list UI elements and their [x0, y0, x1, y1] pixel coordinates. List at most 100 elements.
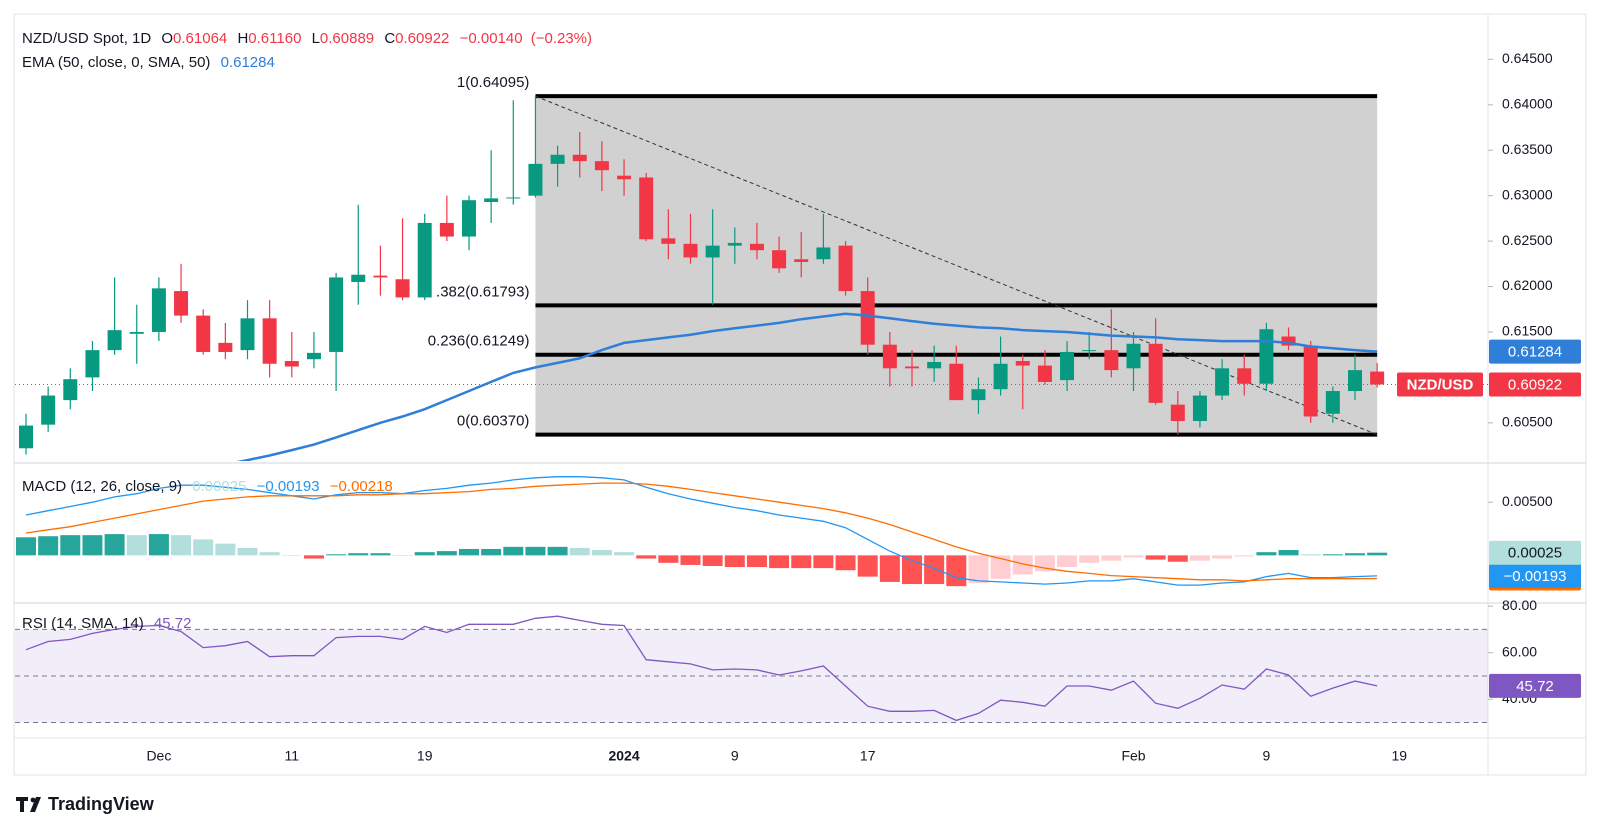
candle-body: [506, 197, 521, 199]
y-tick-label: 0.62500: [1502, 232, 1553, 248]
candle-body: [727, 242, 742, 246]
candle-body: [772, 250, 787, 269]
brand-name: TradingView: [48, 794, 155, 814]
x-tick-label: 19: [417, 748, 433, 764]
signal-value: −0.00218: [330, 478, 393, 495]
histogram-bar: [658, 555, 679, 563]
candle-body: [971, 389, 986, 401]
low-label: L: [312, 30, 320, 47]
candle-body: [417, 222, 432, 298]
pane-2: [15, 615, 1488, 724]
y-tick-label: 0.63000: [1502, 186, 1553, 202]
ema-legend: EMA (50, close, 0, SMA, 50) 0.61284: [22, 54, 275, 71]
candle-body: [927, 361, 942, 369]
x-tick-label: 2024: [608, 748, 639, 764]
candle-body: [462, 200, 476, 237]
histogram-bar: [525, 546, 546, 556]
indicator-line: [236, 312, 1378, 461]
candle-body: [617, 175, 632, 180]
indicator-line: [25, 482, 1378, 582]
histogram-bar: [104, 534, 125, 556]
histogram-bar: [1300, 554, 1321, 556]
histogram-bar: [1079, 555, 1100, 563]
candle-body: [1104, 350, 1119, 371]
symbol: NZD/USD Spot, 1D: [22, 30, 151, 47]
brand-logo-dot: [30, 797, 36, 803]
candle-body: [373, 275, 388, 278]
rsi-title: RSI (14, SMA, 14): [22, 615, 144, 632]
candle-body: [705, 245, 720, 258]
rsi-box: [1489, 673, 1581, 698]
histogram-bar: [126, 535, 147, 556]
histogram-bar: [769, 555, 790, 569]
open-label: O: [161, 30, 173, 47]
histogram-text: 0.00025: [1508, 545, 1562, 562]
macd-series-text: −0.00193: [1504, 568, 1567, 585]
candle-body: [1215, 368, 1230, 396]
candle-body: [151, 288, 166, 332]
histogram-bar: [503, 546, 524, 556]
histogram-bar: [326, 554, 347, 556]
indicator-line: [25, 476, 1378, 586]
histogram-bar: [1345, 553, 1365, 556]
histogram-bar: [1012, 555, 1033, 575]
histogram-bar: [968, 555, 989, 583]
histogram-bar: [481, 548, 502, 556]
last-price-text: 0.60922: [1508, 376, 1562, 393]
candle-body: [1037, 365, 1052, 382]
last-price-box: [1489, 372, 1581, 397]
fib-trendline: [535, 95, 1378, 436]
y-tick-label: 0.63500: [1502, 141, 1553, 157]
candle-body: [639, 177, 654, 240]
candle-body: [329, 277, 344, 352]
histogram-bar: [680, 555, 701, 565]
low-value: 0.60889: [320, 30, 374, 47]
ema-name: EMA (50, close, 0, SMA, 50): [22, 54, 210, 71]
candle-body: [1237, 368, 1252, 384]
candle-body: [1170, 404, 1185, 422]
histogram-bar: [215, 543, 236, 556]
histogram-box: [1489, 540, 1581, 565]
histogram-bar: [193, 539, 214, 556]
candle-body: [816, 247, 831, 260]
symbol-tag-box: [1397, 372, 1483, 397]
pane-1: [16, 476, 1388, 587]
candle-body: [594, 161, 609, 171]
candle-body: [41, 395, 56, 425]
histogram-bar: [1212, 555, 1233, 559]
candle-body: [1259, 329, 1274, 384]
histogram-bar: [835, 555, 856, 571]
histogram-bar: [1167, 555, 1188, 562]
y-tick-label: 0.60500: [1502, 414, 1553, 430]
candle-body: [905, 366, 919, 369]
candle-body: [683, 243, 698, 258]
candle-body: [838, 245, 853, 292]
ema-value: 0.61284: [221, 54, 275, 71]
histogram-bar: [259, 552, 280, 556]
histogram-bar: [60, 535, 81, 556]
pane-0: [19, 94, 1385, 461]
change: −0.00140: [460, 30, 523, 47]
ema-price-text: 0.61284: [1508, 344, 1562, 361]
candle-body: [63, 379, 78, 401]
candle-body: [661, 238, 676, 244]
histogram-bar: [591, 550, 612, 556]
high-value: 0.61160: [248, 30, 301, 47]
y-tick-label: 60.00: [1502, 643, 1537, 659]
candle-body: [129, 331, 144, 334]
y-tick-label: 0.61500: [1502, 323, 1553, 339]
rsi-legend: RSI (14, SMA, 14) 45.72: [22, 615, 191, 632]
y-tick-label: 0.62000: [1502, 277, 1553, 293]
histogram-bar: [746, 555, 767, 568]
histogram-bar: [791, 555, 812, 569]
x-tick-label: Feb: [1121, 748, 1145, 764]
candle-body: [528, 163, 543, 196]
histogram-bar: [1322, 554, 1343, 556]
candle-body: [240, 318, 255, 351]
histogram-bar: [702, 555, 723, 566]
x-tick-label: 9: [1263, 748, 1271, 764]
histogram-bar: [724, 555, 745, 568]
histogram-bar: [1057, 555, 1078, 568]
fib-label: 0(0.60370): [457, 413, 530, 430]
histogram-bar: [569, 547, 590, 556]
